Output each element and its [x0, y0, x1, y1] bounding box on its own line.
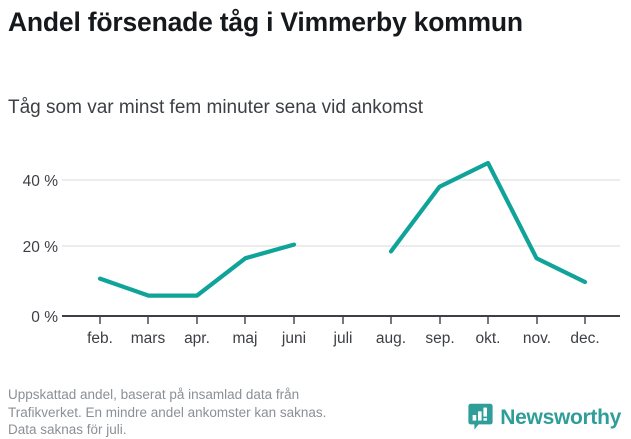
xtick-label-apr: apr. [184, 330, 210, 347]
x-axis-tick-marks [99, 316, 586, 324]
xtick-label-okt: okt. [476, 330, 501, 347]
xtick-label-mars: mars [131, 330, 166, 347]
page-title: Andel försenade tåg i Vimmerby kommun [8, 7, 523, 37]
ytick-label-20: 20 % [23, 239, 59, 256]
series-line-segment-aug-dec [388, 160, 588, 285]
footnote-line-1: Uppskattad andel, baserat på insamlad da… [8, 387, 300, 402]
newsworthy-logo: Newsworthy [468, 402, 621, 432]
xtick-label-aug: aug. [376, 330, 406, 347]
xtick-label-sep: sep. [425, 330, 454, 347]
bar-chart-speech-bubble-icon [468, 403, 493, 430]
xtick-label-juli: juli [333, 330, 353, 347]
footnote-line-2: Trafikverket. En mindre andel ankomster … [8, 404, 327, 420]
newsworthy-wordmark: Newsworthy [500, 405, 621, 429]
xtick-label-nov: nov. [523, 330, 551, 347]
series-line-segment-feb-juni [97, 242, 297, 298]
xtick-label-juni: juni [281, 330, 306, 347]
chart-footnote: Uppskattad andel, baserat på insamlad da… [8, 386, 448, 439]
series-lines [97, 160, 588, 298]
ytick-label-40: 40 % [23, 173, 59, 190]
xtick-label-feb: feb. [87, 330, 113, 347]
line-chart-svg: 40 % 20 % 0 % feb. mars [23, 160, 620, 347]
xtick-label-maj: maj [233, 330, 258, 347]
chart-subtitle: Tåg som var minst fem minuter sena vid a… [8, 97, 423, 118]
footnote-line-3: Data saknas för juli. [8, 422, 127, 438]
x-axis-tick-labels: feb. mars apr. maj juni juli aug. sep. o… [87, 330, 600, 347]
ytick-label-0: 0 % [31, 309, 58, 326]
chart-plot-area: 40 % 20 % 0 % feb. mars [0, 150, 631, 365]
gridlines [62, 179, 620, 247]
y-axis-tick-labels: 40 % 20 % 0 % [23, 173, 59, 326]
xtick-label-dec: dec. [570, 330, 599, 347]
